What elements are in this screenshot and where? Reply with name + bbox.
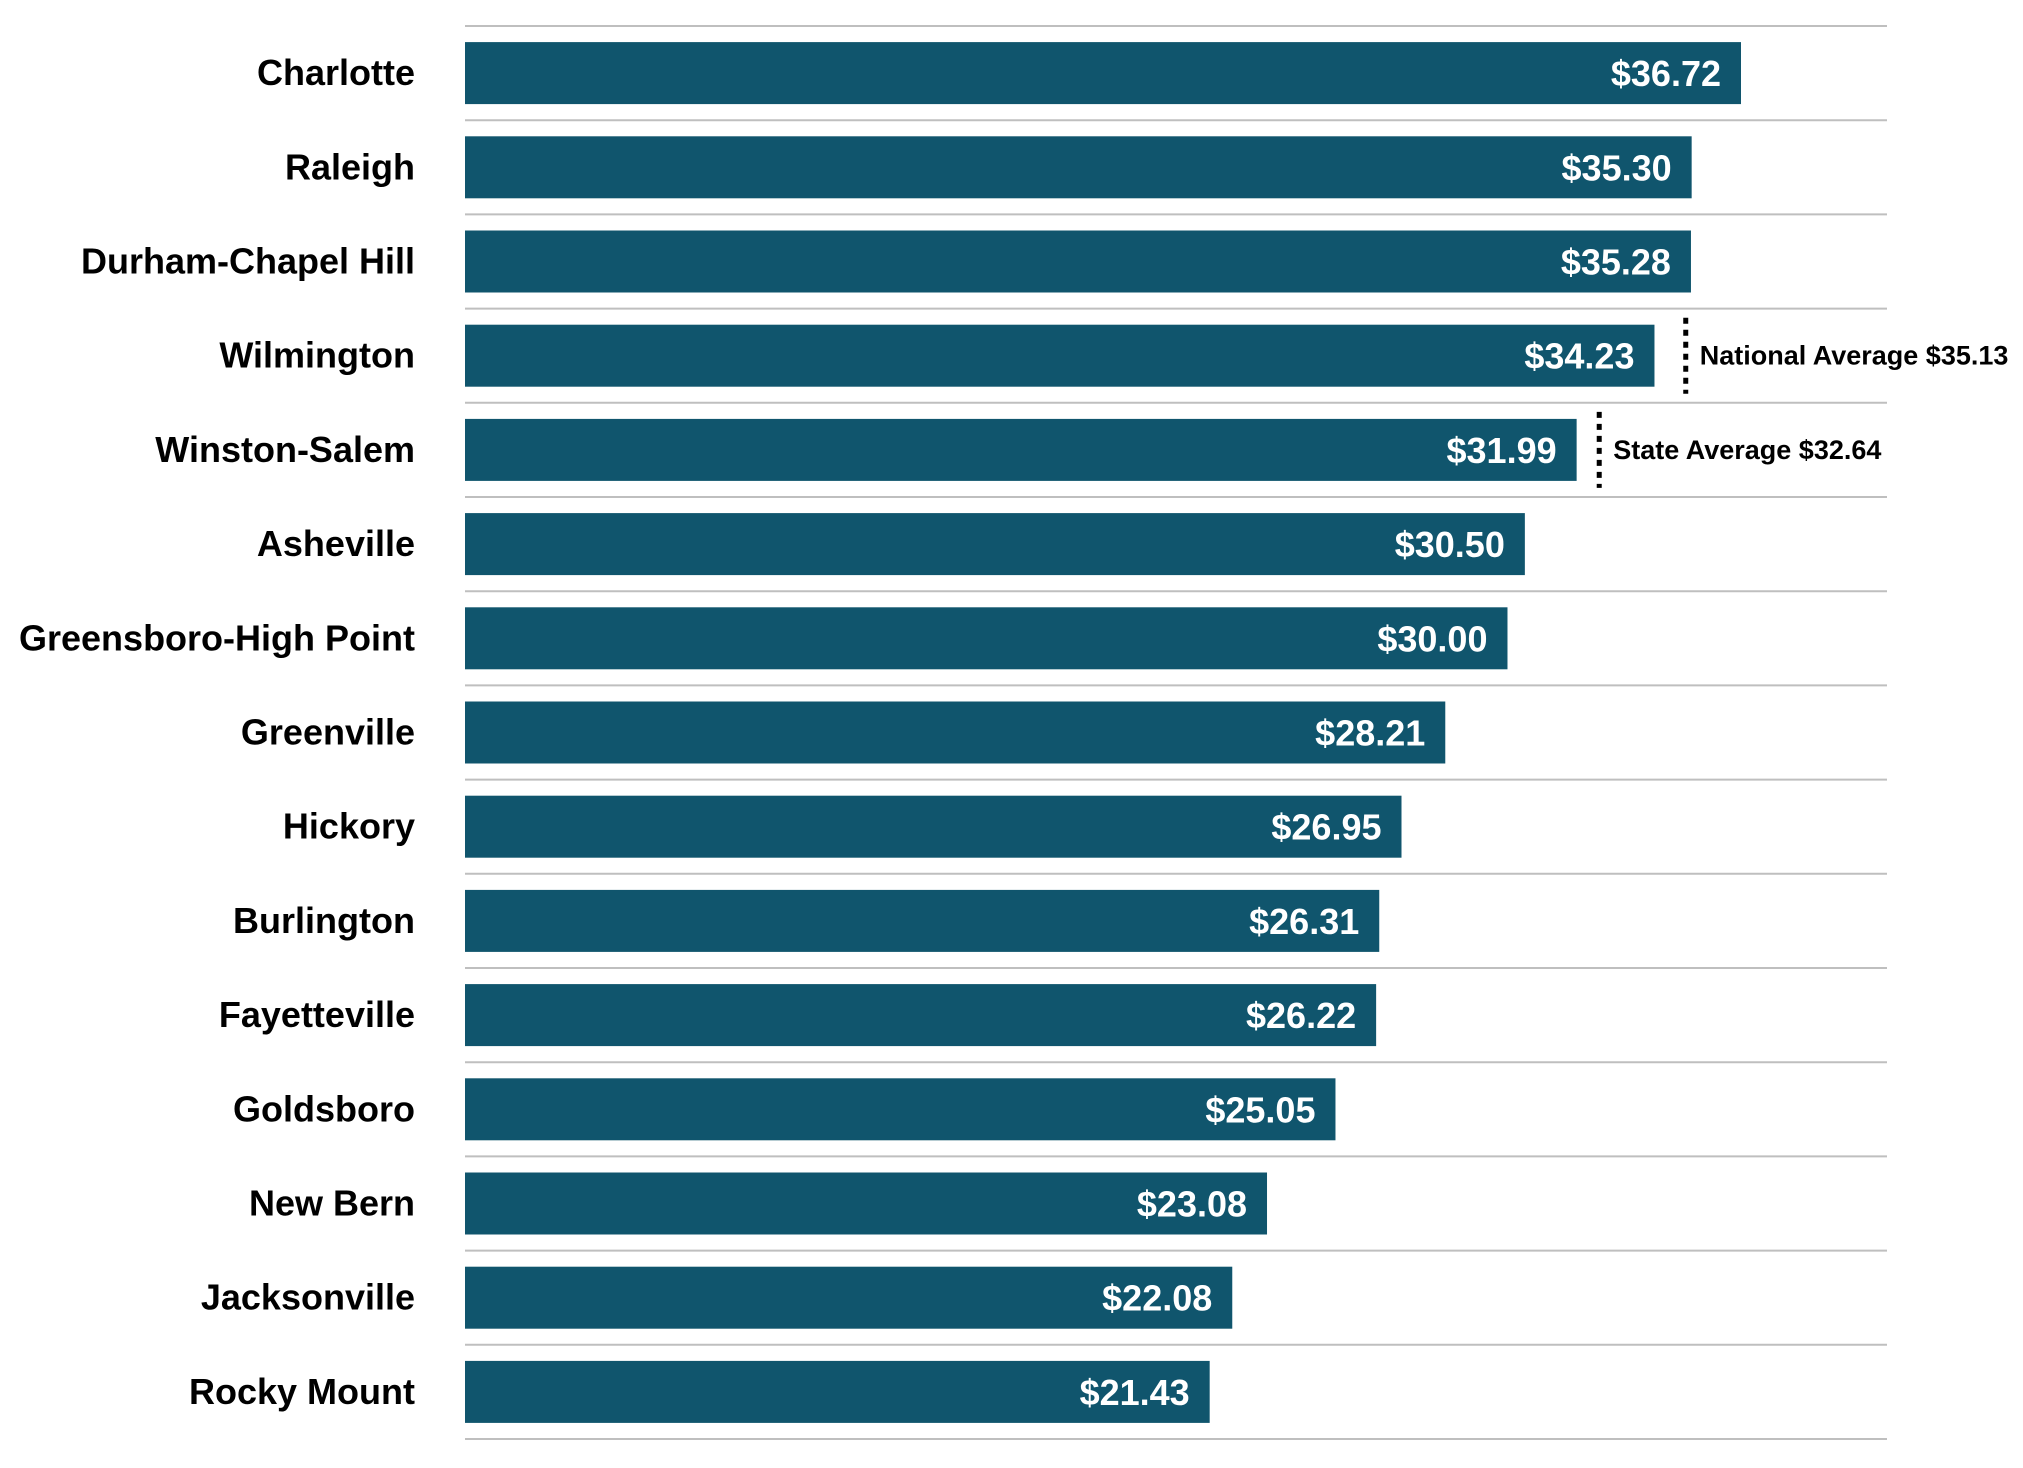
value-label-goldsboro: $25.05 xyxy=(1205,1089,1315,1130)
category-label-greenville: Greenville xyxy=(241,712,415,753)
value-label-greensboro-high-point: $30.00 xyxy=(1377,618,1487,659)
category-label-asheville: Asheville xyxy=(257,523,415,564)
bar-charlotte xyxy=(465,42,1741,105)
bar-goldsboro xyxy=(465,1078,1336,1141)
bar-fayetteville xyxy=(465,984,1377,1047)
value-label-asheville: $30.50 xyxy=(1395,524,1505,565)
category-label-raleigh: Raleigh xyxy=(285,146,415,187)
category-label-wilmington: Wilmington xyxy=(219,335,415,376)
category-label-hickory: Hickory xyxy=(283,806,415,847)
gridlines xyxy=(465,25,1887,1440)
category-label-burlington: Burlington xyxy=(233,900,415,941)
value-labels: $36.72 $35.30 $35.28 $34.23 $31.99 $30.50 $30.… xyxy=(1080,53,1721,1413)
bar-burlington xyxy=(465,889,1380,952)
bar-jacksonville xyxy=(465,1266,1233,1329)
value-label-greenville: $28.21 xyxy=(1315,713,1425,754)
bar-winston-salem xyxy=(465,418,1577,481)
value-label-winston-salem: $31.99 xyxy=(1447,430,1557,471)
value-label-raleigh: $35.30 xyxy=(1562,147,1672,188)
category-label-charlotte: Charlotte xyxy=(257,52,415,93)
category-label-jacksonville: Jacksonville xyxy=(201,1277,415,1318)
reference-label-national-average-35-13: National Average $35.13 xyxy=(1700,341,2009,371)
category-label-winston-salem: Winston-Salem xyxy=(155,429,415,470)
value-label-wilmington: $34.23 xyxy=(1524,336,1634,377)
category-label-greensboro-high-point: Greensboro-High Point xyxy=(19,617,415,658)
bars xyxy=(465,42,1741,1423)
bar-hickory xyxy=(465,795,1402,858)
value-label-rocky-mount: $21.43 xyxy=(1080,1372,1190,1413)
bar-rocky-mount xyxy=(465,1360,1210,1423)
bar-durham-chapel-hill xyxy=(465,230,1691,293)
value-label-fayetteville: $26.22 xyxy=(1246,995,1356,1036)
bar-raleigh xyxy=(465,136,1692,199)
category-label-new-bern: New Bern xyxy=(249,1183,415,1224)
value-label-burlington: $26.31 xyxy=(1249,901,1359,942)
value-label-charlotte: $36.72 xyxy=(1611,53,1721,94)
category-labels: Charlotte Raleigh Durham-Chapel Hill Wilmin… xyxy=(19,52,415,1412)
bar-asheville xyxy=(465,513,1525,576)
category-label-goldsboro: Goldsboro xyxy=(233,1088,415,1129)
bar-wilmington xyxy=(465,324,1655,387)
value-label-jacksonville: $22.08 xyxy=(1102,1278,1212,1319)
reference-lines: National Average $35.13 State Average $32… xyxy=(1596,317,2009,488)
category-label-rocky-mount: Rocky Mount xyxy=(189,1371,415,1412)
reference-label-state-average-32-64: State Average $32.64 xyxy=(1613,435,1881,465)
category-label-durham-chapel-hill: Durham-Chapel Hill xyxy=(81,241,415,282)
value-label-new-bern: $23.08 xyxy=(1137,1184,1247,1225)
category-label-fayetteville: Fayetteville xyxy=(219,994,415,1035)
bar-new-bern xyxy=(465,1172,1268,1235)
bar-greenville xyxy=(465,701,1446,764)
value-label-hickory: $26.95 xyxy=(1271,807,1381,848)
value-label-durham-chapel-hill: $35.28 xyxy=(1561,242,1671,283)
bar-greensboro-high-point xyxy=(465,607,1508,670)
